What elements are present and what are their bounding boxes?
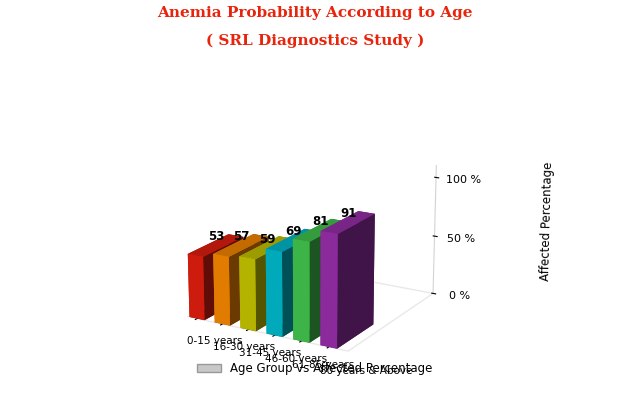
Legend: Age Group vs Affected Percentage: Age Group vs Affected Percentage [193, 358, 437, 380]
Text: Anemia Probability According to Age: Anemia Probability According to Age [158, 6, 472, 20]
Text: ( SRL Diagnostics Study ): ( SRL Diagnostics Study ) [206, 33, 424, 48]
